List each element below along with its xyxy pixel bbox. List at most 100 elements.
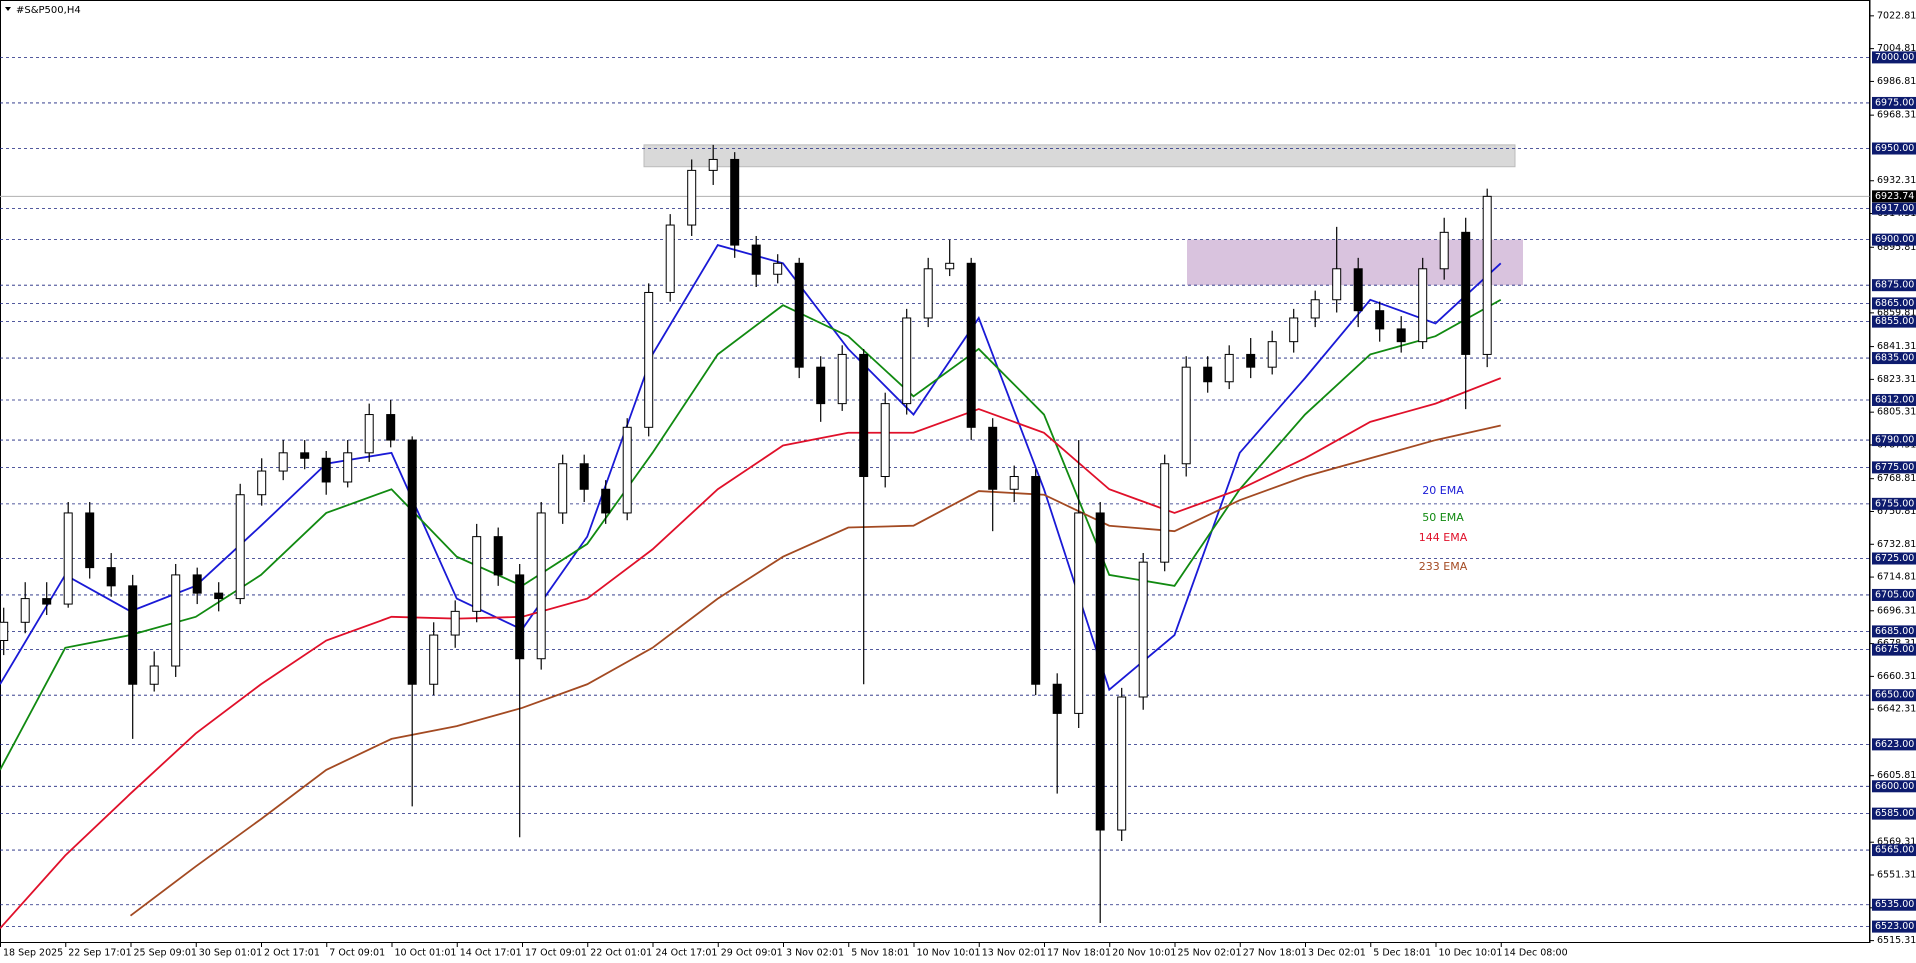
candle-body	[85, 512, 95, 569]
candle-body	[515, 574, 525, 660]
x-tick-label: 24 Oct 17:01	[656, 948, 718, 959]
y-tick-label: 7004.81	[1877, 43, 1916, 54]
candle-body	[988, 426, 998, 490]
level-label-box	[1872, 807, 1916, 820]
y-tick-label: 6605.81	[1877, 770, 1916, 781]
candle-body	[429, 634, 439, 685]
level-label: 6675.00	[1875, 644, 1914, 655]
candle-body	[1095, 512, 1105, 831]
level-label-box	[1872, 142, 1916, 155]
x-tick-label: 14 Dec 08:00	[1504, 948, 1568, 959]
candle-body	[859, 353, 869, 478]
x-tick-label: 10 Dec 10:01	[1439, 948, 1503, 959]
price-zone	[643, 144, 1516, 168]
x-tick-label: 5 Nov 18:01	[851, 948, 909, 959]
candle-body	[1246, 353, 1256, 368]
level-label-box	[1872, 780, 1916, 793]
candle-body	[1267, 341, 1277, 368]
x-tick-label: 25 Sep 09:01	[134, 948, 197, 959]
candle-body	[1482, 195, 1492, 355]
level-label: 7000.00	[1875, 52, 1914, 63]
candle-body	[235, 494, 245, 600]
x-tick-label: 27 Nov 18:01	[1243, 948, 1307, 959]
candles	[0, 144, 1492, 923]
candle-body	[665, 224, 675, 293]
level-label: 6623.00	[1875, 739, 1914, 750]
x-tick-label: 10 Oct 01:01	[395, 948, 457, 959]
y-tick-label: 6515.31	[1877, 935, 1916, 946]
y-tick-label: 6932.31	[1877, 175, 1916, 186]
level-label-box	[1872, 96, 1916, 109]
y-tick-label: 6732.81	[1877, 539, 1916, 550]
candle-body	[558, 463, 568, 514]
level-label: 6650.00	[1875, 690, 1914, 701]
candle-body	[450, 610, 460, 636]
x-tick-label: 3 Nov 02:01	[786, 948, 844, 959]
level-label-box	[1872, 625, 1916, 638]
level-label-box	[1872, 689, 1916, 702]
level-label-box	[1872, 393, 1916, 406]
candle-body	[493, 536, 503, 576]
level-label: 6975.00	[1875, 97, 1914, 108]
level-label-box	[1872, 552, 1916, 565]
x-tick-label: 7 Oct 09:01	[329, 948, 385, 959]
level-label-box	[1872, 497, 1916, 510]
candle-body	[1375, 310, 1385, 330]
x-tick-label: 13 Nov 02:01	[982, 948, 1046, 959]
candle-body	[1009, 476, 1019, 490]
y-tick-label: 6859.81	[1877, 307, 1916, 318]
level-label-box	[1872, 297, 1916, 310]
x-tick-label: 25 Nov 02:01	[1178, 948, 1242, 959]
candle-body	[1160, 463, 1170, 563]
candle-body	[601, 488, 611, 514]
y-tick-label: 6714.81	[1877, 572, 1916, 583]
level-label: 6523.00	[1875, 921, 1914, 932]
level-label-box	[1872, 738, 1916, 751]
level-label-box	[1872, 920, 1916, 933]
candle-body	[1418, 268, 1428, 343]
y-tick-label: 6696.31	[1877, 605, 1916, 616]
level-label: 6812.00	[1875, 394, 1914, 405]
y-tick-label: 6551.31	[1877, 870, 1916, 881]
levels	[0, 57, 1870, 927]
ema-label: 50 EMA	[1422, 511, 1464, 524]
candle-body	[1353, 268, 1363, 312]
x-tick-label: 17 Oct 09:01	[525, 948, 587, 959]
candle-body	[63, 512, 73, 605]
candle-body	[579, 463, 589, 490]
ema-label: 144 EMA	[1419, 531, 1468, 544]
level-label-box	[1872, 279, 1916, 292]
ema-line	[0, 244, 1502, 692]
candle-body	[1396, 328, 1406, 343]
candle-body	[407, 439, 417, 685]
candle-body	[751, 244, 761, 275]
candle-body	[106, 567, 116, 587]
level-label: 6835.00	[1875, 353, 1914, 364]
ema-line	[129, 424, 1501, 917]
candle-body	[257, 470, 267, 496]
candle-body	[300, 452, 310, 459]
level-label-box	[1872, 844, 1916, 857]
x-tick-label: 18 Sep 2025	[3, 948, 63, 959]
candle-body	[708, 158, 718, 171]
level-label-box	[1872, 898, 1916, 911]
candle-body	[902, 317, 912, 405]
candle-body	[20, 598, 30, 623]
level-label-box	[1872, 434, 1916, 447]
level-label: 6950.00	[1875, 143, 1914, 154]
level-label: 6775.00	[1875, 462, 1914, 473]
x-tick-label: 30 Sep 01:01	[199, 948, 262, 959]
x-tick-label: 29 Oct 09:01	[721, 948, 783, 959]
candle-body	[1203, 366, 1213, 383]
y-tick-label: 6823.31	[1877, 374, 1916, 385]
level-label: 6535.00	[1875, 899, 1914, 910]
candle-body	[149, 665, 159, 685]
level-label-box	[1872, 588, 1916, 601]
x-tick-label: 22 Sep 17:01	[68, 948, 131, 959]
candle-body	[794, 262, 804, 368]
level-label: 6790.00	[1875, 435, 1914, 446]
x-tick-label: 2 Oct 17:01	[264, 948, 320, 959]
current-price-label: 6923.74	[1875, 191, 1914, 202]
candle-body	[386, 414, 396, 441]
